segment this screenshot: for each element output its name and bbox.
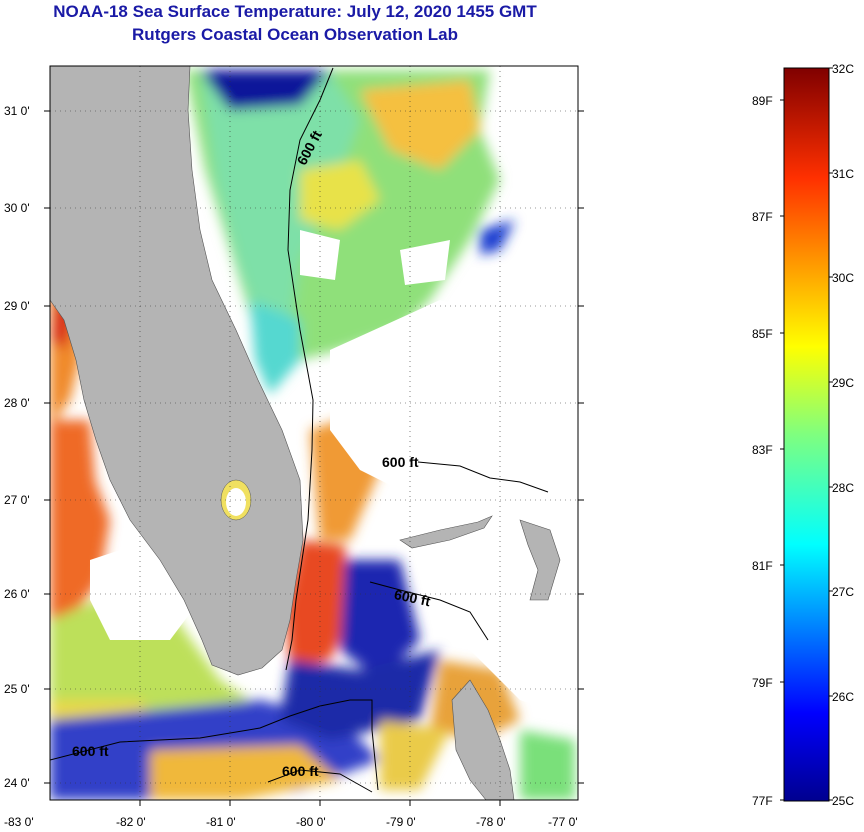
lon-label-80: -80 0' bbox=[296, 815, 326, 829]
colorbar-c-30: 30C bbox=[832, 271, 854, 285]
contour-label-bahamas-south: 600 ft bbox=[393, 586, 432, 609]
lat-label-24: 24 0' bbox=[4, 776, 30, 790]
map-subtitle: Rutgers Coastal Ocean Observation Lab bbox=[132, 25, 458, 44]
colorbar-f-81: 81F bbox=[752, 559, 773, 573]
lon-label-77: -77 0' bbox=[548, 815, 578, 829]
colorbar-f-85: 85F bbox=[752, 327, 773, 341]
colorbar-c-31: 31C bbox=[832, 167, 854, 181]
colorbar-c-29: 29C bbox=[832, 376, 854, 390]
lon-label-78: -78 0' bbox=[476, 815, 506, 829]
contour-label-gulf: 600 ft bbox=[72, 743, 109, 759]
lon-label-82: -82 0' bbox=[116, 815, 146, 829]
sst-map: 600 ft 600 ft 600 ft 600 ft 600 ft 31 0'… bbox=[4, 65, 584, 829]
lat-label-31: 31 0' bbox=[4, 104, 30, 118]
lat-label-29: 29 0' bbox=[4, 299, 30, 313]
lon-label-79: -79 0' bbox=[386, 815, 416, 829]
temperature-colorbar: 32C 31C 30C 29C 28C 27C 26C 25C 89F 87F … bbox=[752, 62, 854, 808]
contour-label-bahamas-north: 600 ft bbox=[382, 454, 419, 470]
colorbar-c-25: 25C bbox=[832, 794, 854, 808]
colorbar-c-32: 32C bbox=[832, 62, 854, 76]
lat-label-28: 28 0' bbox=[4, 396, 30, 410]
lon-label-81: -81 0' bbox=[206, 815, 236, 829]
colorbar-f-77: 77F bbox=[752, 794, 773, 808]
lat-label-26: 26 0' bbox=[4, 587, 30, 601]
colorbar-c-27: 27C bbox=[832, 585, 854, 599]
map-title: NOAA-18 Sea Surface Temperature: July 12… bbox=[53, 2, 537, 21]
land bbox=[50, 66, 561, 800]
lon-label-83: -83 0' bbox=[4, 815, 34, 829]
contour-label-straits: 600 ft bbox=[282, 763, 319, 779]
sst-field bbox=[50, 70, 575, 800]
colorbar-f-79: 79F bbox=[752, 676, 773, 690]
map-frame bbox=[49, 65, 579, 801]
colorbar-f-83: 83F bbox=[752, 443, 773, 457]
colorbar-c-28: 28C bbox=[832, 481, 854, 495]
lat-lon-grid bbox=[50, 66, 578, 800]
lat-label-25: 25 0' bbox=[4, 682, 30, 696]
colorbar-f-89: 89F bbox=[752, 94, 773, 108]
colorbar-c-26: 26C bbox=[832, 690, 854, 704]
colorbar-f-87: 87F bbox=[752, 210, 773, 224]
colorbar-gradient bbox=[783, 67, 830, 802]
lat-label-27: 27 0' bbox=[4, 493, 30, 507]
lat-label-30: 30 0' bbox=[4, 201, 30, 215]
